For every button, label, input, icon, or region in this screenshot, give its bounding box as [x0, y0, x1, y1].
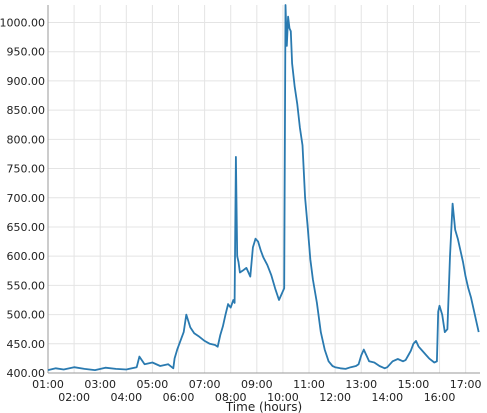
- x-tick-label: 16:00: [424, 391, 456, 404]
- y-tick-label: 1000.00: [0, 17, 45, 30]
- y-tick-label: 900.00: [7, 75, 46, 88]
- x-tick-label: 04:00: [110, 391, 142, 404]
- y-tick-label: 750.00: [7, 163, 46, 176]
- y-tick-label: 600.00: [7, 250, 46, 263]
- x-tick-label: 08:00: [215, 391, 247, 404]
- y-tick-label: 500.00: [7, 309, 46, 322]
- y-tick-label: 400.00: [7, 367, 46, 380]
- x-tick-label: 15:00: [398, 378, 430, 391]
- y-tick-label: 950.00: [7, 46, 46, 59]
- y-tick-labels: 400.00 450.00 500.00 550.00 600.00 650.00 700.…: [0, 17, 45, 380]
- x-tick-label: 12:00: [319, 391, 351, 404]
- x-gridlines: [47, 5, 467, 373]
- x-axis-title: Time (hours): [225, 400, 302, 413]
- x-tick-label: 09:00: [241, 378, 273, 391]
- x-tick-label: 03:00: [84, 378, 116, 391]
- series-line: [47, 4, 480, 371]
- x-tick-label: 11:00: [293, 378, 325, 391]
- y-gridlines: [48, 22, 480, 374]
- x-tick-label: 10:00: [267, 391, 299, 404]
- y-tick-label: 800.00: [7, 133, 46, 146]
- x-tick-label: 07:00: [189, 378, 221, 391]
- x-tick-label: 06:00: [163, 391, 195, 404]
- y-tick-label: 650.00: [7, 221, 46, 234]
- x-tick-label: 01:00: [32, 378, 64, 391]
- x-tick-label: 14:00: [371, 391, 403, 404]
- y-tick-label: 550.00: [7, 279, 46, 292]
- x-tick-label: 02:00: [58, 391, 90, 404]
- y-tick-label: 850.00: [7, 104, 46, 117]
- x-tick-label: 17:00: [450, 378, 482, 391]
- y-tick-label: 700.00: [7, 192, 46, 205]
- x-tick-label: 05:00: [137, 378, 169, 391]
- x-tick-label: 13:00: [345, 378, 377, 391]
- x-tick-labels: 01:0002:0003:0004:0005:0006:0007:0008:00…: [32, 378, 481, 404]
- y-tick-label: 450.00: [7, 338, 46, 351]
